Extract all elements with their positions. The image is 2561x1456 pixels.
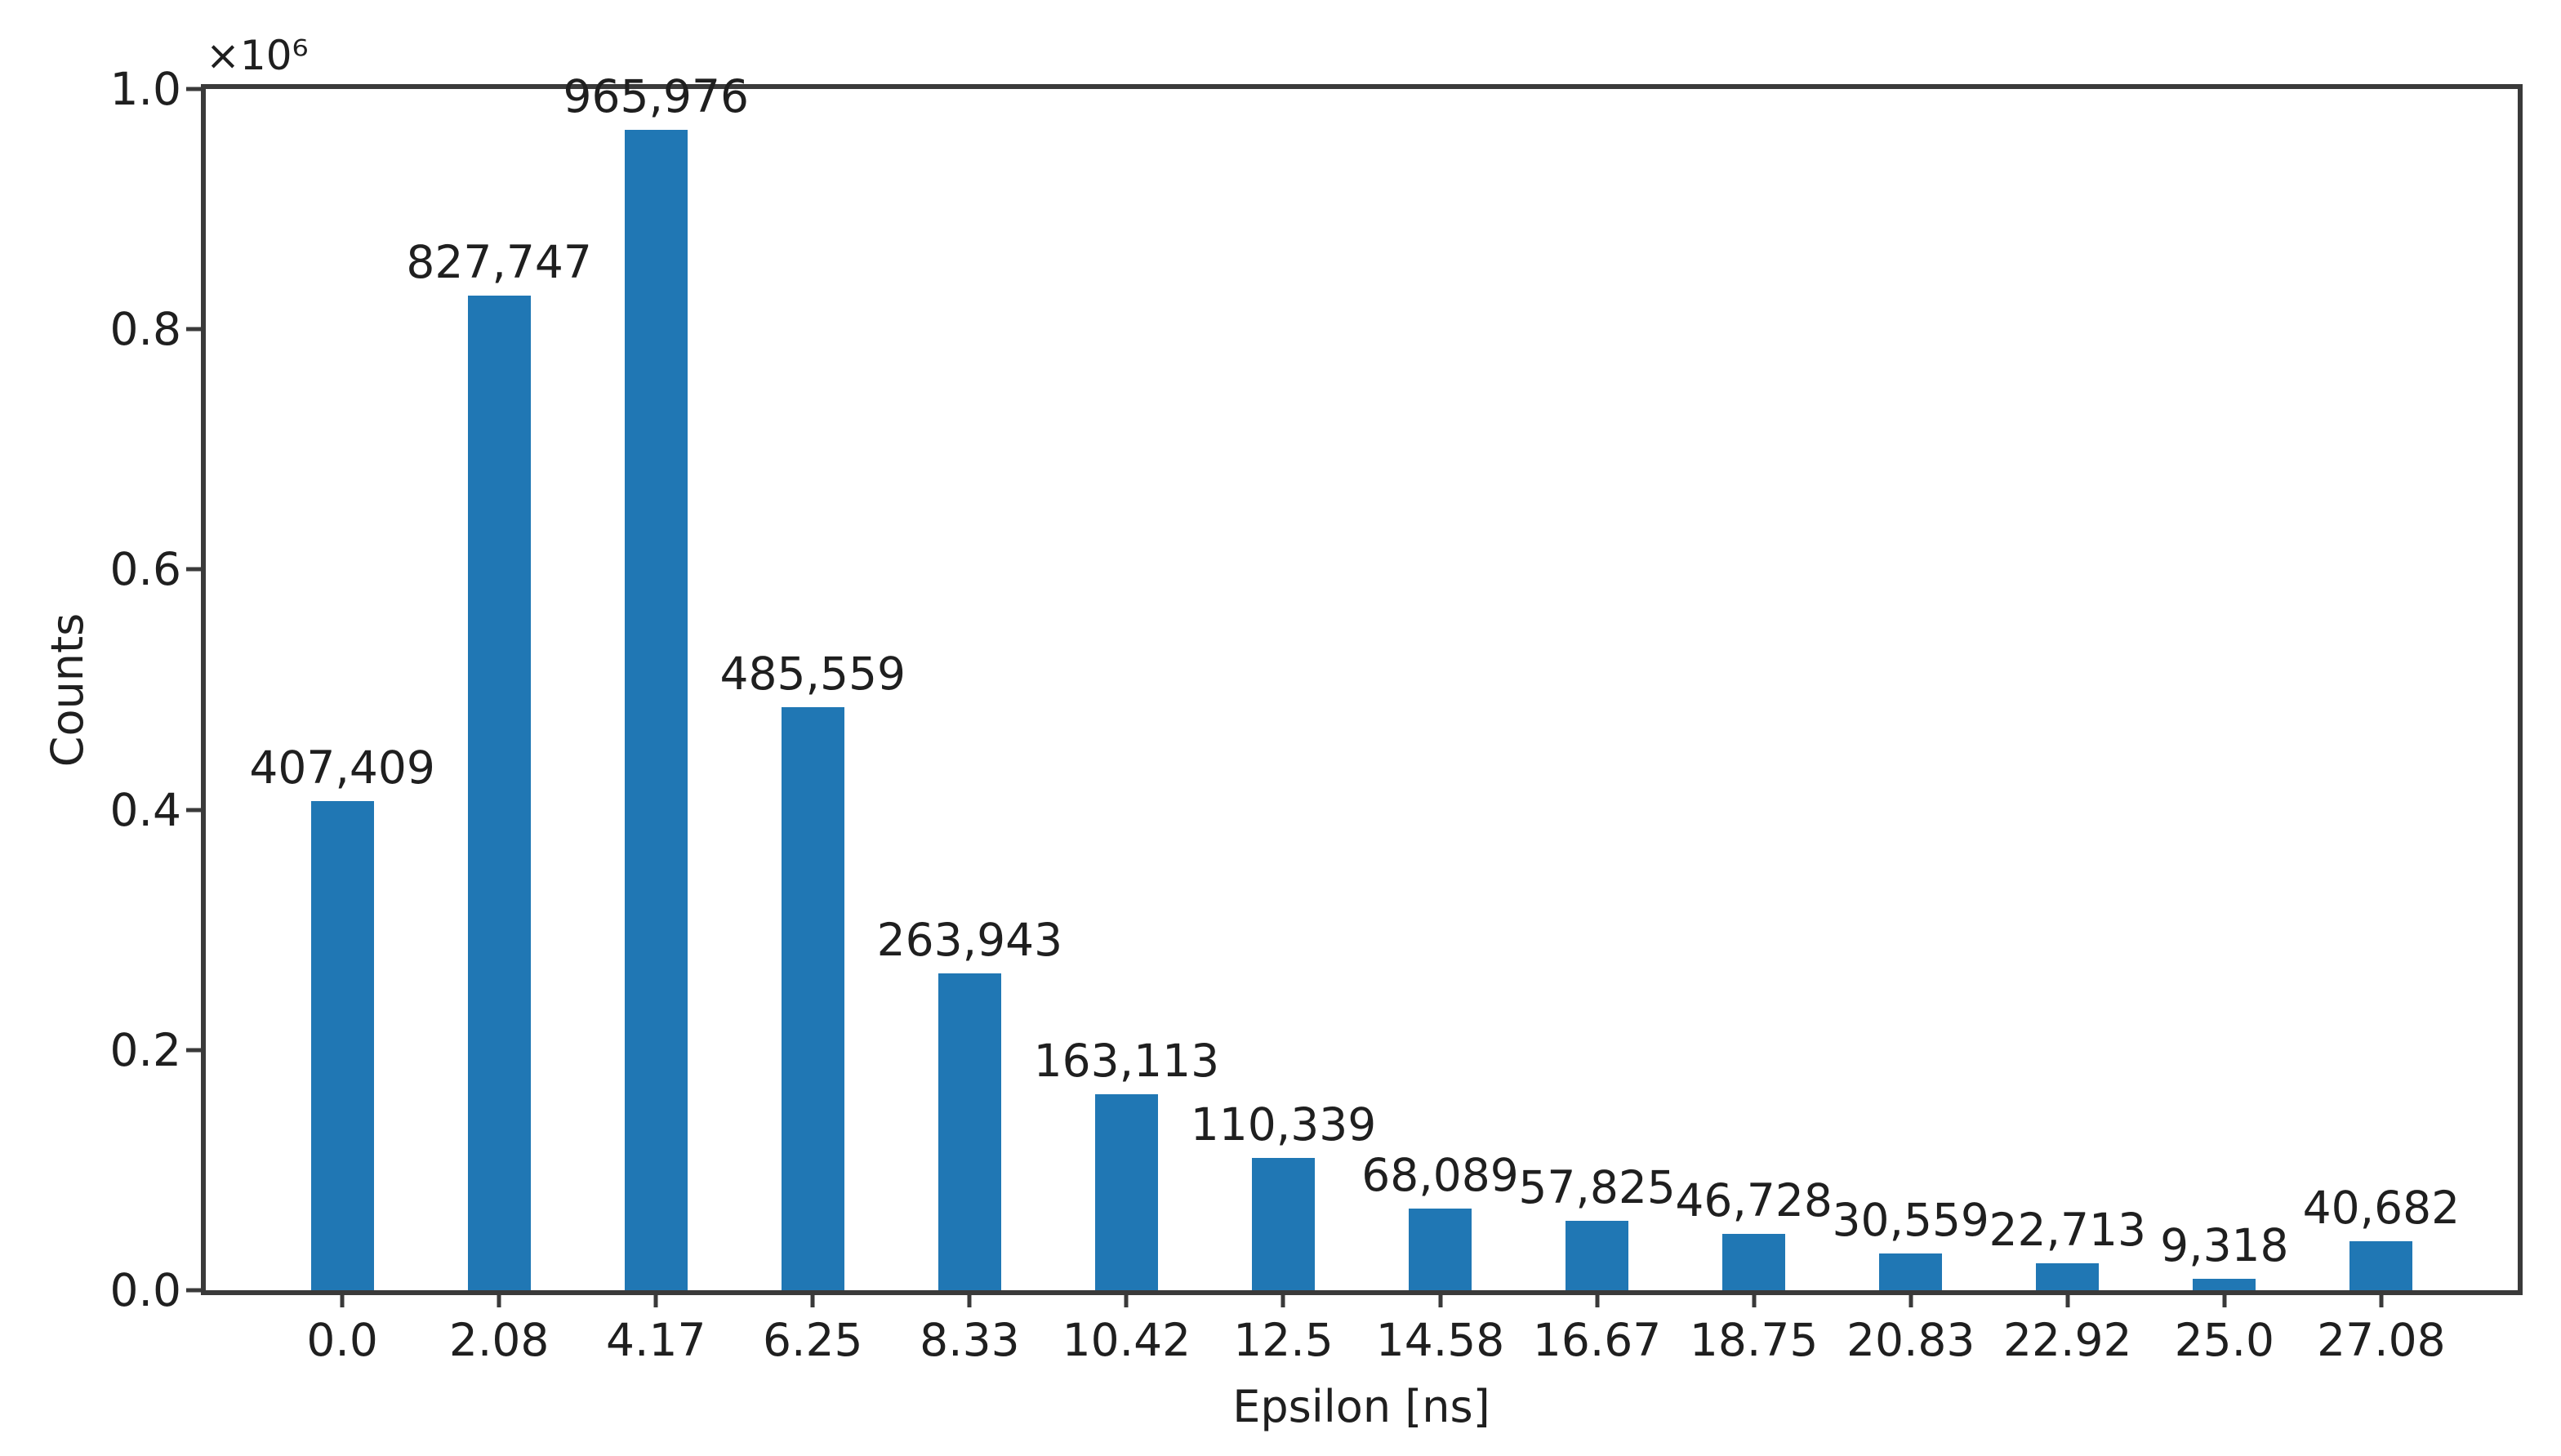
bar-value-label: 263,943 — [876, 913, 1063, 966]
x-tick-mark — [967, 1293, 972, 1307]
bar — [1251, 1157, 1315, 1290]
bar-value-label: 30,559 — [1832, 1194, 1989, 1247]
x-tick-label: 14.58 — [1375, 1314, 1505, 1366]
y-tick-mark — [186, 567, 201, 572]
x-tick-mark — [1438, 1293, 1443, 1307]
x-tick-mark — [2222, 1293, 2227, 1307]
y-tick-mark — [186, 327, 201, 332]
x-axis-title: Epsilon [ns] — [1232, 1381, 1490, 1432]
x-tick-mark — [653, 1293, 658, 1307]
x-tick-label: 20.83 — [1846, 1314, 1975, 1366]
x-tick-label: 16.67 — [1532, 1314, 1662, 1366]
bar-value-label: 40,682 — [2302, 1182, 2461, 1235]
x-tick-mark — [1595, 1293, 1600, 1307]
x-tick-label: 0.0 — [306, 1314, 378, 1366]
bar-value-label: 163,113 — [1033, 1035, 1220, 1088]
bar — [1094, 1094, 1158, 1290]
x-tick-mark — [1124, 1293, 1129, 1307]
bar-value-label: 57,825 — [1518, 1160, 1676, 1213]
bar — [1879, 1253, 1943, 1290]
x-tick-label: 25.0 — [2174, 1314, 2275, 1366]
x-tick-label: 6.25 — [763, 1314, 863, 1366]
x-tick-mark — [497, 1293, 501, 1307]
bar-value-label: 9,318 — [2160, 1219, 2289, 1272]
bar — [1566, 1220, 1629, 1290]
bar-value-label: 407,409 — [249, 741, 435, 794]
x-tick-mark — [810, 1293, 815, 1307]
bar-value-label: 110,339 — [1190, 1098, 1377, 1151]
bar — [2193, 1279, 2256, 1290]
x-tick-label: 22.92 — [2003, 1314, 2132, 1366]
y-axis-title: Counts — [42, 612, 93, 768]
x-tick-label: 27.08 — [2317, 1314, 2446, 1366]
x-tick-label: 4.17 — [605, 1314, 706, 1366]
x-tick-label: 8.33 — [920, 1314, 1020, 1366]
bar — [624, 130, 688, 1290]
bar — [2036, 1262, 2100, 1290]
bar — [938, 973, 1001, 1290]
x-tick-mark — [2065, 1293, 2070, 1307]
y-tick-label: 0.8 — [109, 303, 181, 356]
y-tick-label: 1.0 — [109, 63, 181, 115]
x-tick-mark — [2379, 1293, 2384, 1307]
plot-area — [201, 84, 2523, 1295]
y-tick-mark — [186, 808, 201, 813]
bar-value-label: 22,713 — [1989, 1203, 2146, 1256]
y-axis-offset-text: ×10⁶ — [206, 32, 309, 79]
x-tick-label: 18.75 — [1689, 1314, 1819, 1366]
y-tick-label: 0.0 — [109, 1264, 181, 1316]
x-tick-mark — [1909, 1293, 1913, 1307]
x-tick-mark — [1752, 1293, 1757, 1307]
bar — [781, 706, 844, 1290]
y-tick-mark — [186, 1288, 201, 1293]
bar — [2349, 1241, 2413, 1290]
y-tick-mark — [186, 87, 201, 91]
y-tick-label: 0.6 — [109, 543, 181, 596]
y-tick-label: 0.2 — [109, 1023, 181, 1076]
x-tick-mark — [1280, 1293, 1285, 1307]
bar — [467, 296, 531, 1290]
bar-value-label: 827,747 — [406, 236, 592, 289]
bar-value-label: 68,089 — [1361, 1148, 1519, 1201]
bar-value-label: 46,728 — [1675, 1174, 1833, 1227]
x-tick-mark — [340, 1293, 345, 1307]
bar — [1722, 1234, 1786, 1290]
bar-value-label: 485,559 — [719, 647, 906, 700]
y-tick-mark — [186, 1048, 201, 1053]
x-tick-label: 12.5 — [1233, 1314, 1334, 1366]
bar-value-label: 965,976 — [563, 70, 749, 123]
x-tick-label: 2.08 — [448, 1314, 550, 1366]
y-tick-label: 0.4 — [109, 783, 181, 836]
bar — [310, 800, 374, 1290]
bar — [1409, 1208, 1472, 1290]
x-tick-label: 10.42 — [1062, 1314, 1191, 1366]
